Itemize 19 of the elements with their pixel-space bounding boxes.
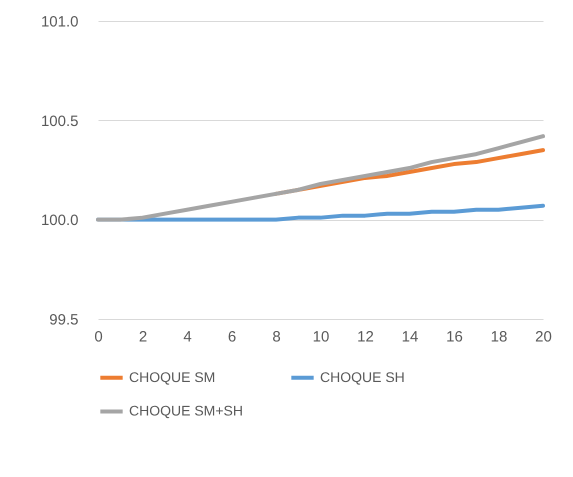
legend-label: CHOQUE SM	[129, 368, 216, 385]
x-tick-label: 10	[312, 328, 330, 346]
x-tick-label: 12	[357, 328, 374, 346]
x-tick-label: 4	[183, 328, 192, 346]
x-tick-label: 16	[446, 328, 463, 346]
line-series	[96, 134, 545, 222]
y-tick-label: 100.5	[40, 112, 78, 130]
x-tick-label: 8	[272, 328, 281, 346]
x-tick-label: 14	[402, 328, 418, 346]
x-tick-label: 6	[228, 328, 236, 346]
x-tick-label: 20	[535, 328, 552, 346]
x-tick-label: 2	[138, 328, 148, 346]
y-tick-label: 101.0	[40, 14, 78, 30]
x-tick-label: 18	[490, 328, 508, 346]
legend-label: CHOQUE SH	[320, 368, 405, 385]
x-tick-label: 0	[94, 328, 103, 346]
y-tick-label: 100.0	[40, 212, 78, 230]
legend-label: CHOQUE SM+SH	[129, 402, 243, 418]
y-tick-label: 99.5	[49, 312, 78, 328]
